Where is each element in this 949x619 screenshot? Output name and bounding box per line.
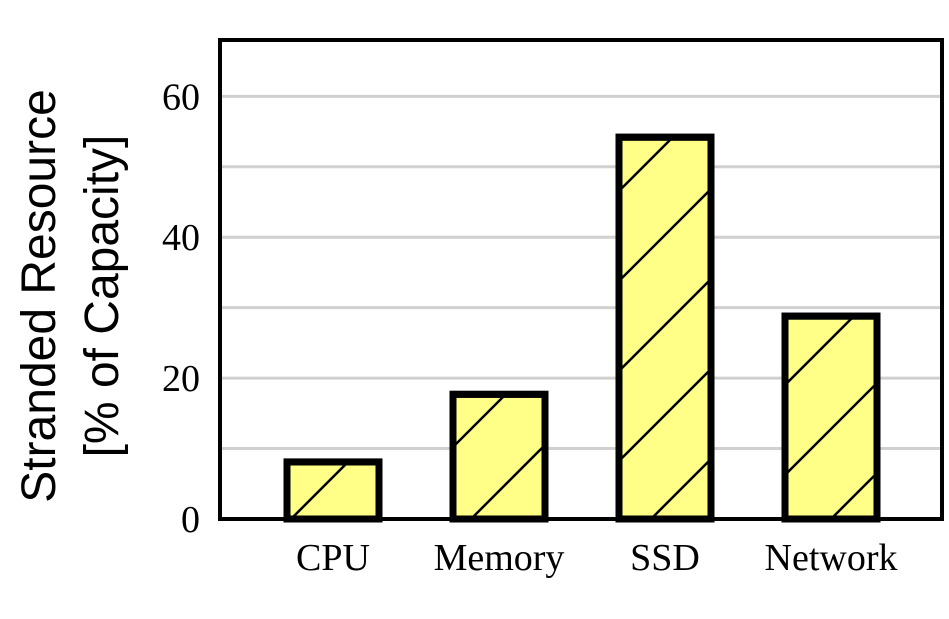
y-tick-label: 60: [162, 76, 200, 118]
y-tick-label: 20: [162, 358, 200, 400]
x-tick-label: CPU: [296, 537, 370, 579]
bar-hatch: [615, 133, 715, 523]
plot-frame: [218, 38, 944, 521]
y-axis-label: Stranded Resource: [13, 89, 66, 503]
y-tick-label: 40: [162, 217, 200, 259]
bars: [283, 133, 881, 523]
bar-hatch: [283, 458, 383, 523]
x-tick-label: Network: [765, 537, 898, 579]
bar-hatch: [781, 312, 881, 523]
y-tick-label: 0: [181, 499, 200, 541]
bar-hatch: [449, 390, 549, 523]
x-tick-label: SSD: [630, 537, 700, 579]
x-tick-label: Memory: [434, 537, 565, 579]
y-axis-label: [% of Capacity]: [76, 135, 129, 458]
